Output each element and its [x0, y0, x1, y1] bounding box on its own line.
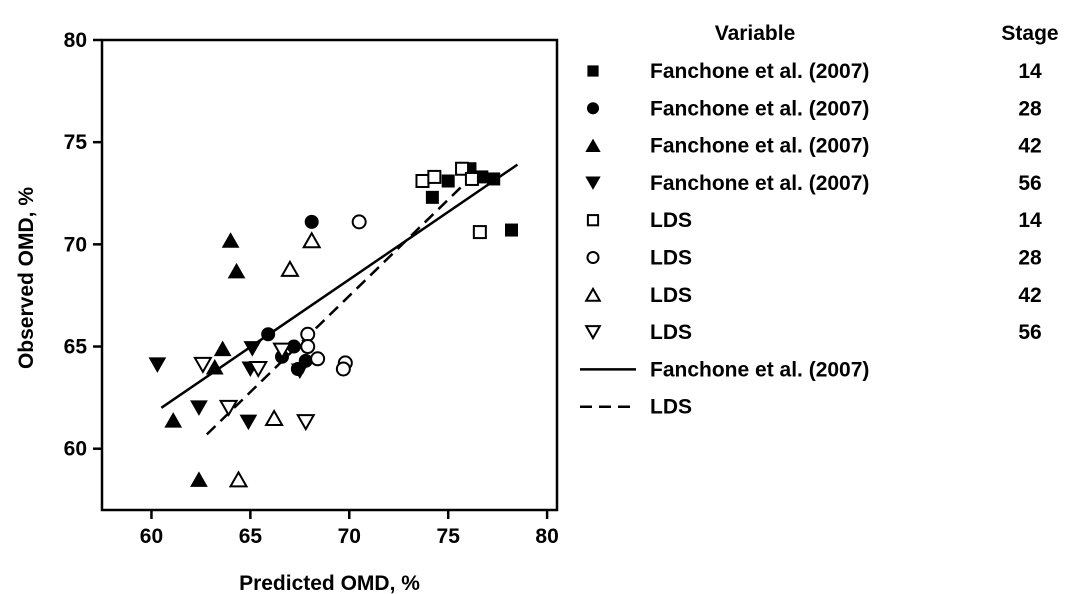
data-point-circle-filled [304, 214, 319, 229]
legend-entry: LDS [580, 396, 692, 419]
y-tick-label: 70 [64, 233, 87, 256]
data-point-triangle-up-open [301, 231, 322, 249]
data-point-square-open [472, 225, 487, 240]
legend-marker-square-filled [587, 65, 599, 77]
legend-label: Fanchone et al. (2007) [650, 97, 869, 120]
y-tick-label: 65 [64, 336, 88, 359]
x-tick-label: 80 [535, 525, 558, 548]
legend-marker-triangle-up-open [584, 286, 602, 302]
legend-stage: 42 [1018, 284, 1041, 307]
data-point-triangle-up-open [228, 470, 249, 488]
legend-stage: 28 [1018, 97, 1042, 120]
y-axis-title: Observed OMD, % [15, 187, 38, 369]
legend-marker-triangle-up-filled [585, 138, 601, 153]
x-tick-label: 70 [338, 525, 361, 548]
data-point-triangle-down-filled [239, 414, 258, 431]
plot-area [100, 38, 559, 512]
legend-label: Fanchone et al. (2007) [650, 60, 869, 83]
data-point-square-filled [487, 172, 501, 186]
legend-marker-circle-filled [586, 102, 600, 115]
x-tick-label: 60 [140, 525, 163, 548]
legend-marker-circle-open [586, 250, 600, 265]
legend-stage: 42 [1018, 135, 1041, 158]
legend-label: LDS [650, 321, 692, 344]
data-point-circle-open [310, 351, 326, 367]
legend-marker-square-open [586, 214, 600, 227]
legend-label: LDS [650, 284, 692, 307]
legend-header-variable: Variable [715, 22, 796, 45]
legend-label: LDS [650, 247, 692, 270]
legend-entry: LDS 42 [584, 284, 1042, 307]
data-point-circle-open [300, 326, 316, 342]
legend-entry: LDS 56 [584, 321, 1042, 344]
data-point-triangle-down-filled [148, 357, 167, 373]
legend-label: Fanchone et al. (2007) [650, 358, 869, 381]
legend-label: Fanchone et al. (2007) [650, 172, 869, 195]
data-markers [148, 161, 518, 488]
legend-label: LDS [650, 396, 692, 419]
legend-stage: 56 [1018, 321, 1041, 344]
legend-entry: Fanchone et al. (2007) 42 [585, 135, 1042, 158]
legend-entry: Fanchone et al. (2007) [580, 358, 869, 381]
legend-stage: 28 [1018, 247, 1042, 270]
data-point-square-filled [425, 190, 439, 204]
regression-line-solid [160, 163, 519, 409]
y-tick-label: 80 [64, 29, 87, 52]
data-point-circle-open [335, 361, 351, 377]
data-point-triangle-down-filled [243, 341, 262, 357]
legend-entry: Fanchone et al. (2007) 56 [585, 172, 1042, 195]
legend-stage: 14 [1018, 209, 1042, 232]
legend-marker-triangle-down-open [584, 325, 602, 341]
data-point-circle-open [351, 214, 367, 230]
data-point-circle-open [300, 339, 316, 355]
data-point-triangle-up-filled [164, 412, 183, 428]
data-point-triangle-down-filled [190, 400, 208, 416]
data-point-triangle-up-filled [213, 340, 232, 357]
y-tick-label: 75 [64, 131, 88, 154]
data-point-triangle-up-filled [190, 471, 208, 487]
data-point-triangle-up-open [264, 409, 284, 427]
legend-label: LDS [650, 209, 692, 232]
data-point-triangle-down-open [272, 342, 292, 360]
legend-entry: LDS 14 [586, 209, 1042, 232]
x-tick-label: 75 [437, 525, 461, 548]
data-point-square-open [415, 174, 430, 188]
data-point-triangle-down-open [193, 356, 213, 374]
legend-marker-triangle-down-filled [585, 176, 601, 190]
x-axis: 60 65 70 75 80 [140, 510, 559, 548]
y-tick-label: 60 [64, 438, 87, 461]
legend-entry: LDS 28 [586, 247, 1042, 270]
plot-frame [100, 38, 559, 512]
data-point-triangle-down-open [218, 399, 239, 417]
data-point-square-filled [505, 223, 518, 237]
data-point-triangle-up-filled [221, 232, 240, 248]
legend-entry: Fanchone et al. (2007) 14 [587, 60, 1042, 83]
data-point-triangle-up-filled [205, 358, 224, 375]
x-axis-title: Predicted OMD, % [239, 572, 420, 594]
legend-stage: 14 [1018, 60, 1042, 83]
legend-header-stage: Stage [1001, 22, 1058, 45]
x-tick-label: 65 [239, 525, 263, 548]
data-point-square-open [455, 161, 470, 176]
data-point-triangle-down-open [248, 361, 269, 379]
legend-stage: 56 [1018, 172, 1041, 195]
regression-line-dashed [205, 169, 479, 436]
data-point-square-open [427, 169, 442, 184]
data-point-triangle-down-open [296, 414, 316, 432]
data-point-triangle-up-open [280, 259, 300, 277]
y-axis: 60 65 70 75 80 [64, 29, 102, 461]
data-point-triangle-up-filled [227, 262, 246, 279]
data-point-triangle-down-filled [290, 363, 309, 380]
data-point-square-open [464, 171, 479, 186]
data-point-square-filled [441, 174, 455, 188]
legend: Variable Stage Fanchone et al. (2007) 14F… [580, 22, 1059, 419]
data-point-circle-filled [261, 327, 276, 342]
legend-entry: Fanchone et al. (2007) 28 [586, 97, 1042, 120]
legend-label: Fanchone et al. (2007) [650, 135, 869, 158]
regression-lines [160, 163, 519, 436]
